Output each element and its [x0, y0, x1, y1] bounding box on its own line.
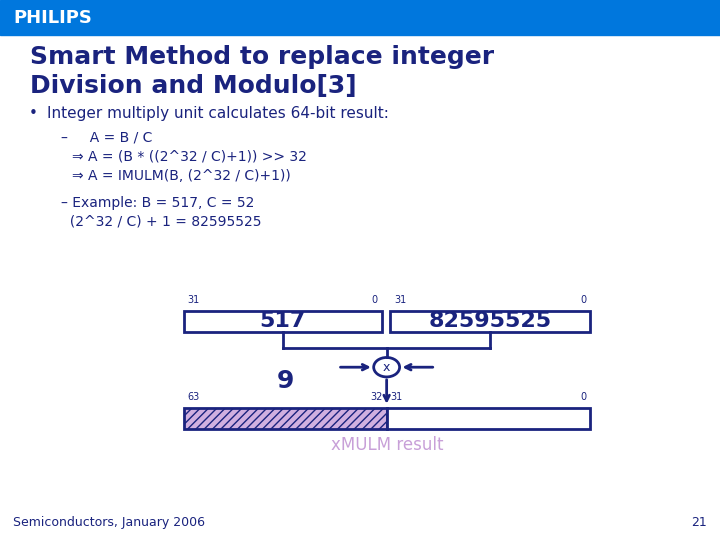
Text: 0: 0 [580, 392, 587, 402]
Text: –     A = B / C: – A = B / C [61, 131, 153, 145]
Text: (2^32 / C) + 1 = 82595525: (2^32 / C) + 1 = 82595525 [61, 214, 261, 228]
Text: 9: 9 [276, 369, 294, 393]
Text: PHILIPS: PHILIPS [13, 9, 92, 26]
Text: 31: 31 [394, 295, 406, 305]
Text: ⇒ A = IMULM(B, (2^32 / C)+1)): ⇒ A = IMULM(B, (2^32 / C)+1)) [72, 168, 291, 183]
Text: 0: 0 [372, 295, 378, 305]
Text: 21: 21 [691, 516, 707, 529]
Text: x: x [383, 361, 390, 374]
Text: •: • [29, 106, 37, 121]
Text: 63: 63 [187, 392, 199, 402]
Bar [387, 408, 590, 429]
Bar [0, 0, 720, 35]
Text: 82595525: 82595525 [428, 311, 552, 332]
Text: – Example: B = 517, C = 52: – Example: B = 517, C = 52 [61, 195, 255, 210]
Text: Smart Method to replace integer: Smart Method to replace integer [30, 45, 495, 69]
Text: Division and Modulo[3]: Division and Modulo[3] [30, 75, 357, 98]
Text: ⇒ A = (B * ((2^32 / C)+1)) >> 32: ⇒ A = (B * ((2^32 / C)+1)) >> 32 [72, 150, 307, 164]
Bar [390, 310, 590, 332]
Text: Integer multiply unit calculates 64-bit result:: Integer multiply unit calculates 64-bit … [47, 106, 389, 121]
Bar [184, 310, 382, 332]
Text: 31: 31 [187, 295, 199, 305]
Text: xMULM result: xMULM result [330, 436, 444, 455]
Text: 32: 32 [371, 392, 383, 402]
Text: 517: 517 [259, 311, 306, 332]
Text: 31: 31 [390, 392, 402, 402]
Bar [184, 408, 387, 429]
Text: 0: 0 [580, 295, 587, 305]
Text: Semiconductors, January 2006: Semiconductors, January 2006 [13, 516, 205, 529]
